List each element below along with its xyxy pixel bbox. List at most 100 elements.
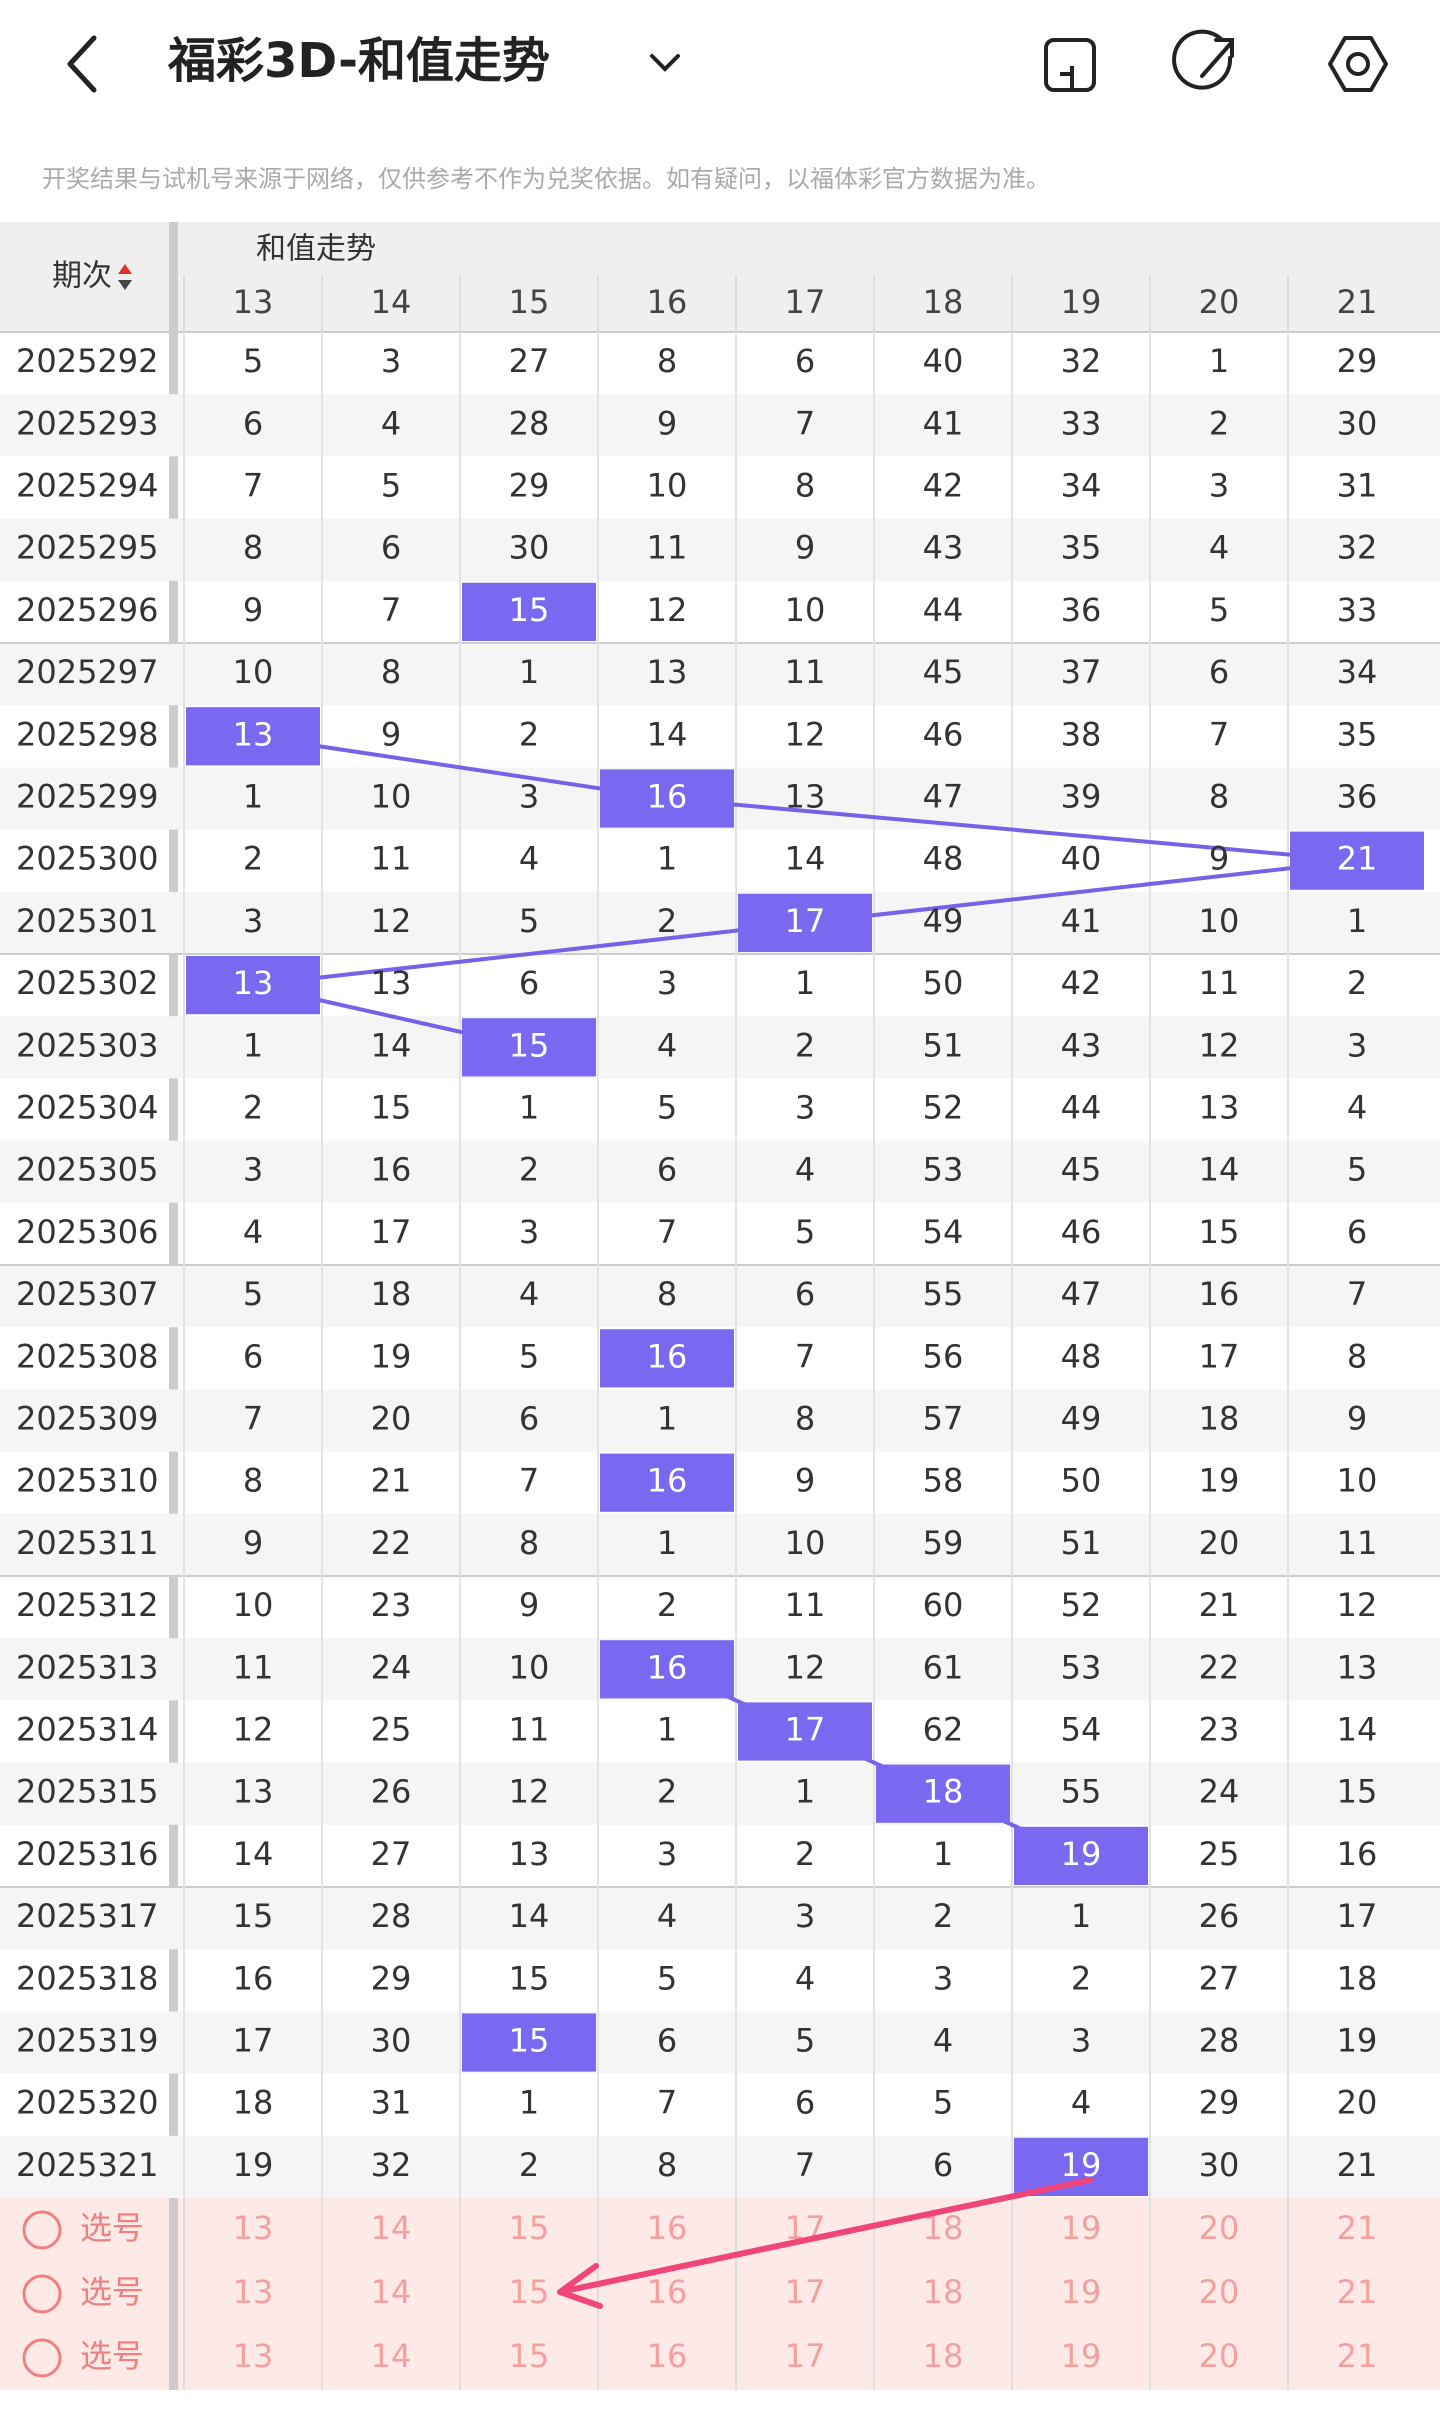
trend-line bbox=[252, 734, 668, 801]
omission-value: 9 bbox=[1209, 840, 1229, 878]
omission-value: 6 bbox=[795, 2084, 815, 2122]
omission-value: 6 bbox=[795, 1275, 815, 1313]
select-number[interactable]: 15 bbox=[509, 2337, 550, 2375]
select-number[interactable]: 13 bbox=[233, 2209, 274, 2247]
omission-value: 42 bbox=[923, 467, 964, 505]
select-number[interactable]: 20 bbox=[1199, 2209, 1240, 2247]
period: 2025320 bbox=[16, 2084, 159, 2122]
hit-cell bbox=[186, 956, 320, 1015]
omission-value: 10 bbox=[1199, 902, 1240, 940]
omission-value: 4 bbox=[795, 1959, 815, 1997]
omission-value: 4 bbox=[1209, 529, 1229, 567]
select-number[interactable]: 17 bbox=[785, 2337, 826, 2375]
omission-value: 6 bbox=[795, 342, 815, 380]
omission-value: 24 bbox=[371, 1648, 412, 1686]
share-icon[interactable] bbox=[1172, 29, 1234, 90]
omission-value: 11 bbox=[509, 1711, 550, 1749]
omission-value: 1 bbox=[1347, 902, 1367, 940]
select-number[interactable]: 13 bbox=[233, 2273, 274, 2311]
select-number[interactable]: 18 bbox=[923, 2273, 964, 2311]
omission-value: 13 bbox=[785, 778, 826, 816]
omission-value: 10 bbox=[233, 653, 274, 691]
omission-value: 14 bbox=[1337, 1711, 1378, 1749]
select-radio[interactable] bbox=[22, 2274, 62, 2314]
omission-value: 5 bbox=[519, 902, 539, 940]
omission-value: 6 bbox=[1347, 1213, 1367, 1251]
omission-value: 32 bbox=[1337, 529, 1378, 567]
omission-value: 41 bbox=[923, 404, 964, 442]
period: 2025297 bbox=[16, 653, 159, 691]
omission-value: 13 bbox=[1337, 1648, 1378, 1686]
select-number[interactable]: 19 bbox=[1061, 2209, 1102, 2247]
select-number[interactable]: 21 bbox=[1337, 2273, 1378, 2311]
period: 2025313 bbox=[16, 1648, 159, 1686]
omission-value: 6 bbox=[519, 964, 539, 1002]
select-number[interactable]: 18 bbox=[923, 2337, 964, 2375]
select-number[interactable]: 13 bbox=[233, 2337, 274, 2375]
hit-value: 18 bbox=[923, 1773, 964, 1811]
title-dropdown[interactable] bbox=[650, 54, 680, 72]
select-bg bbox=[0, 2198, 1440, 2390]
omission-value: 4 bbox=[795, 1151, 815, 1189]
settings-icon[interactable] bbox=[1328, 36, 1388, 92]
omission-value: 8 bbox=[519, 1524, 539, 1562]
select-number[interactable]: 16 bbox=[647, 2273, 688, 2311]
omission-value: 5 bbox=[381, 467, 401, 505]
hit-cell bbox=[462, 582, 596, 641]
omission-value: 1 bbox=[795, 964, 815, 1002]
select-number[interactable]: 15 bbox=[509, 2273, 550, 2311]
period: 2025312 bbox=[16, 1586, 159, 1624]
hit-value: 15 bbox=[509, 591, 550, 629]
omission-value: 13 bbox=[233, 1773, 274, 1811]
layout-icon[interactable] bbox=[1044, 38, 1096, 92]
row-bg bbox=[0, 1265, 1440, 1328]
omission-value: 8 bbox=[795, 1400, 815, 1438]
omission-value: 10 bbox=[785, 591, 826, 629]
omission-value: 3 bbox=[795, 1089, 815, 1127]
period: 2025317 bbox=[16, 1897, 159, 1935]
select-radio[interactable] bbox=[22, 2210, 62, 2250]
period-header[interactable]: 期次 bbox=[52, 259, 112, 294]
select-number[interactable]: 14 bbox=[371, 2273, 412, 2311]
omission-value: 3 bbox=[519, 778, 539, 816]
hit-cell bbox=[462, 2013, 596, 2072]
period: 2025315 bbox=[16, 1773, 159, 1811]
omission-value: 10 bbox=[509, 1648, 550, 1686]
omission-value: 21 bbox=[1199, 1586, 1240, 1624]
page-title[interactable]: 福彩3D-和值走势 bbox=[167, 33, 550, 89]
select-number[interactable]: 16 bbox=[647, 2337, 688, 2375]
hit-cell bbox=[600, 1453, 734, 1512]
omission-value: 6 bbox=[243, 1337, 263, 1375]
hit-value: 16 bbox=[647, 1648, 688, 1686]
omission-value: 4 bbox=[1347, 1089, 1367, 1127]
select-number[interactable]: 21 bbox=[1337, 2337, 1378, 2375]
select-number[interactable]: 20 bbox=[1199, 2273, 1240, 2311]
period: 2025307 bbox=[16, 1275, 159, 1313]
select-number[interactable]: 19 bbox=[1061, 2337, 1102, 2375]
select-number[interactable]: 16 bbox=[647, 2209, 688, 2247]
select-number[interactable]: 17 bbox=[785, 2273, 826, 2311]
omission-value: 9 bbox=[795, 1462, 815, 1500]
omission-value: 1 bbox=[657, 840, 677, 878]
omission-value: 3 bbox=[933, 1959, 953, 1997]
select-number[interactable]: 21 bbox=[1337, 2209, 1378, 2247]
select-number[interactable]: 20 bbox=[1199, 2337, 1240, 2375]
select-number[interactable]: 14 bbox=[371, 2337, 412, 2375]
select-number[interactable]: 15 bbox=[509, 2209, 550, 2247]
omission-value: 19 bbox=[1199, 1462, 1240, 1500]
omission-value: 35 bbox=[1061, 529, 1102, 567]
omission-value: 5 bbox=[795, 2022, 815, 2060]
omission-value: 5 bbox=[657, 1959, 677, 1997]
hit-cell bbox=[1290, 831, 1424, 890]
omission-value: 4 bbox=[519, 1275, 539, 1313]
omission-value: 6 bbox=[933, 2146, 953, 2184]
select-number[interactable]: 14 bbox=[371, 2209, 412, 2247]
select-radio[interactable] bbox=[22, 2338, 62, 2378]
omission-value: 10 bbox=[785, 1524, 826, 1562]
column-header: 18 bbox=[923, 283, 964, 321]
select-number[interactable]: 19 bbox=[1061, 2273, 1102, 2311]
column-header: 19 bbox=[1061, 283, 1102, 321]
omission-value: 27 bbox=[509, 342, 550, 380]
back-button[interactable] bbox=[67, 35, 97, 93]
